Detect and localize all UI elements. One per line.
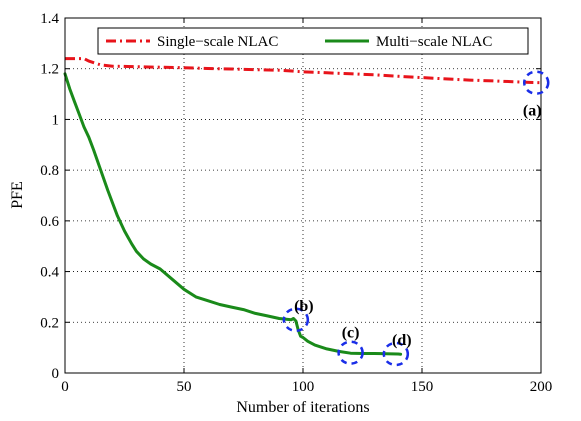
y-tick-label: 1.2 bbox=[40, 62, 59, 78]
grid-lines bbox=[65, 18, 541, 373]
legend-box bbox=[97, 27, 529, 55]
x-tick-label: 0 bbox=[61, 379, 69, 395]
annotation-label: (b) bbox=[294, 298, 314, 315]
y-tick-label: 0.4 bbox=[40, 265, 59, 281]
annotation-marker bbox=[337, 340, 364, 365]
y-axis-label: PFE bbox=[9, 181, 26, 209]
legend: Single−scale NLAC Multi−scale NLAC bbox=[97, 27, 529, 55]
annotation-marker bbox=[282, 307, 310, 332]
y-tick-label: 0 bbox=[52, 366, 60, 382]
annotation-label: (c) bbox=[342, 325, 360, 342]
y-tick-label: 1 bbox=[52, 112, 60, 128]
series-line-single-scale bbox=[65, 57, 542, 85]
legend-label-single-scale: Single−scale NLAC bbox=[157, 34, 278, 50]
annotation-label: (d) bbox=[392, 332, 412, 349]
y-tick-label: 0.8 bbox=[40, 163, 59, 179]
y-tick-label: 0.6 bbox=[40, 214, 59, 230]
annotation-label: (a) bbox=[523, 103, 542, 120]
x-tick-label: 100 bbox=[292, 379, 315, 395]
x-tick-label: 150 bbox=[411, 379, 434, 395]
legend-label-multi-scale: Multi−scale NLAC bbox=[376, 34, 492, 50]
axis-ticks: 0 50 100 150 200 0 0.2 0.4 0.6 0.8 1 1.2 1.4 bbox=[40, 11, 552, 395]
y-tick-label: 1.4 bbox=[40, 11, 59, 27]
y-tick-label: 0.2 bbox=[40, 315, 59, 331]
annotation-marker bbox=[382, 341, 410, 367]
x-axis-label: Number of iterations bbox=[236, 399, 369, 416]
annotation-marker bbox=[522, 70, 550, 95]
x-tick-label: 50 bbox=[177, 379, 192, 395]
x-tick-label: 200 bbox=[530, 379, 553, 395]
series-layer bbox=[63, 57, 542, 356]
plot-area bbox=[65, 18, 541, 373]
series-line-multi-scale bbox=[63, 72, 403, 356]
annotations: (a) (b) (c) (d) bbox=[282, 70, 550, 367]
